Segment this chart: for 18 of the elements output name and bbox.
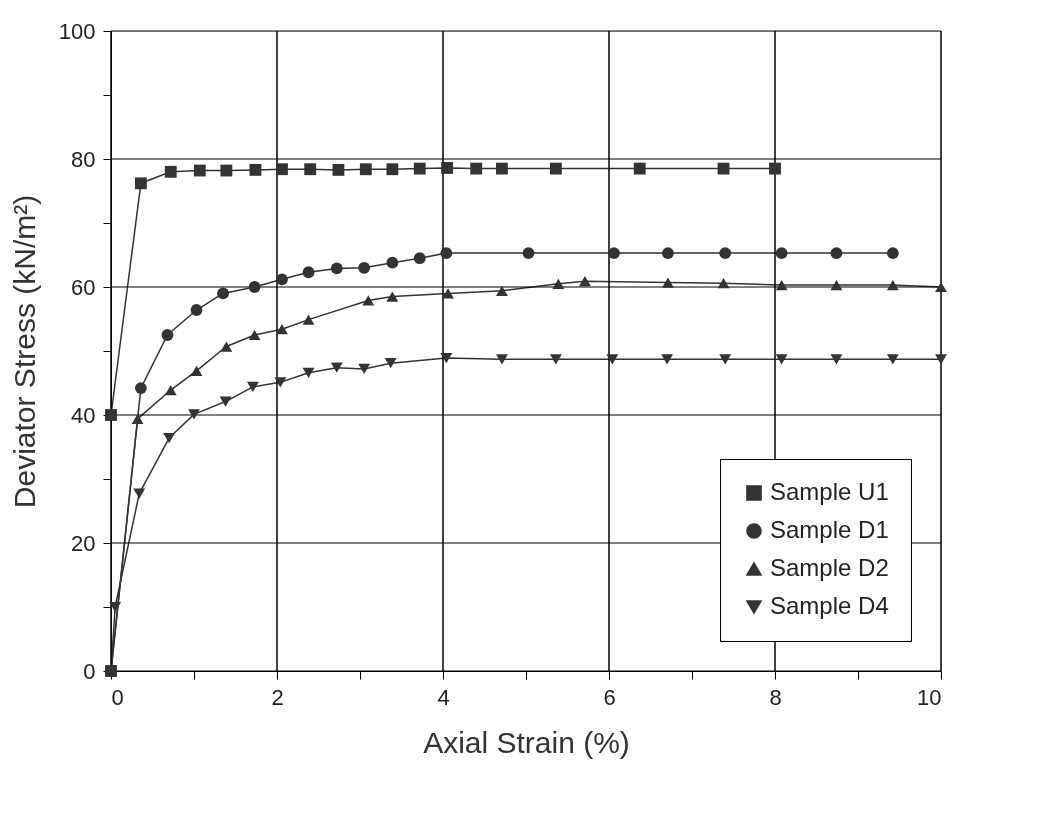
x-tick-label: 2 [271, 684, 284, 710]
x-tick-label: 10 [917, 684, 942, 710]
x-tick-label: 4 [437, 684, 450, 710]
x-axis-title: Axial Strain (%) [423, 725, 630, 759]
legend-label: Sample D2 [770, 554, 889, 581]
y-tick-label: 20 [71, 530, 96, 556]
y-tick-label: 40 [71, 402, 96, 428]
x-tick-label: 0 [111, 684, 124, 710]
x-tick-label: 6 [603, 684, 616, 710]
y-axis-title: Deviator Stress (kN/m²) [7, 194, 41, 509]
y-tick-label: 100 [58, 18, 96, 44]
legend-label: Sample D1 [770, 516, 889, 543]
y-tick-label: 0 [83, 658, 96, 684]
y-tick-label: 60 [71, 274, 96, 300]
legend-label: Sample D4 [770, 592, 889, 619]
y-tick-label: 80 [71, 146, 96, 172]
legend-label: Sample U1 [770, 478, 889, 505]
x-tick-label: 8 [769, 684, 782, 710]
